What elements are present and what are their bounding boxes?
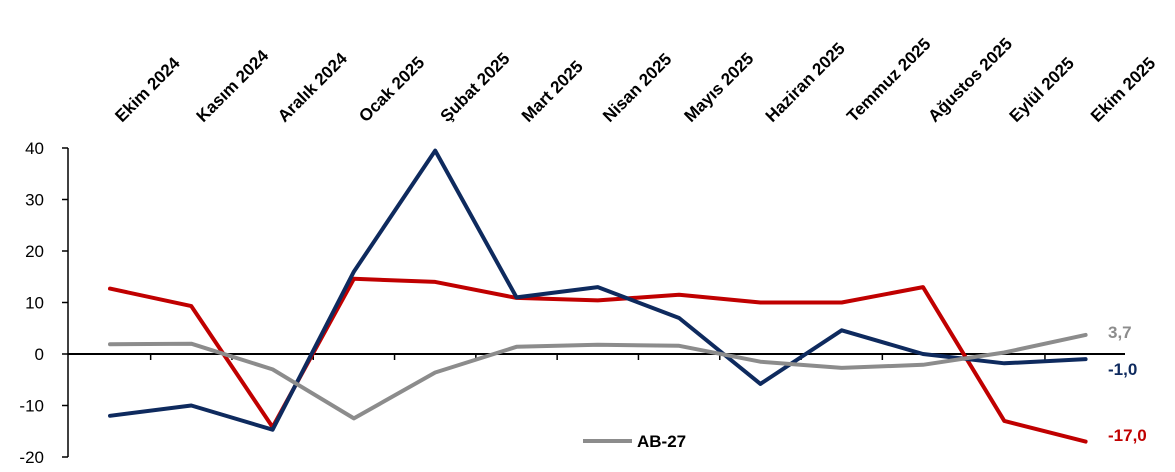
y-tick-label: 40 xyxy=(25,139,44,158)
y-tick-label: -20 xyxy=(19,448,44,467)
category-label: Ekim 2024 xyxy=(111,53,184,126)
end-label-0: -17,0 xyxy=(1108,426,1147,445)
chart-axes xyxy=(62,147,1125,458)
end-label-2: 3,7 xyxy=(1108,323,1132,342)
y-tick-label: 10 xyxy=(25,294,44,313)
tick-labels: -20 -10 0 10 20 30 40 xyxy=(19,139,44,467)
category-label: Aralık 2024 xyxy=(274,49,351,126)
category-label: Ekim 2025 xyxy=(1087,54,1159,126)
category-labels: Ekim 2024 Kasım 2024 Aralık 2024 Ocak 2025 Ş… xyxy=(111,34,1159,126)
end-label-1: -1,0 xyxy=(1108,360,1137,379)
category-label: Haziran 2025 xyxy=(762,39,849,126)
y-tick-label: 20 xyxy=(25,242,44,261)
y-tick-label: 0 xyxy=(35,345,44,364)
series-line-2 xyxy=(108,332,1088,421)
series-line-0 xyxy=(108,276,1088,444)
category-label: Kasım 2024 xyxy=(193,46,273,126)
category-label: Temmuz 2025 xyxy=(843,34,934,125)
series-lines xyxy=(108,148,1088,444)
y-tick-label: -10 xyxy=(19,397,44,416)
category-label: Ağustos 2025 xyxy=(924,34,1016,126)
legend-label-ab27: AB-27 xyxy=(637,432,686,451)
category-label: Şubat 2025 xyxy=(437,49,514,126)
category-label: Mart 2025 xyxy=(518,57,587,126)
category-label: Nisan 2025 xyxy=(599,50,675,126)
series-line-1 xyxy=(108,148,1088,432)
category-label: Mayıs 2025 xyxy=(680,49,757,126)
category-label: Ocak 2025 xyxy=(355,53,428,126)
legend: AB-27 xyxy=(583,432,686,451)
category-label: Eylül 2025 xyxy=(1006,54,1078,126)
end-labels: -17,0 -1,0 3,7 xyxy=(1108,323,1147,445)
y-tick-label: 30 xyxy=(25,191,44,210)
